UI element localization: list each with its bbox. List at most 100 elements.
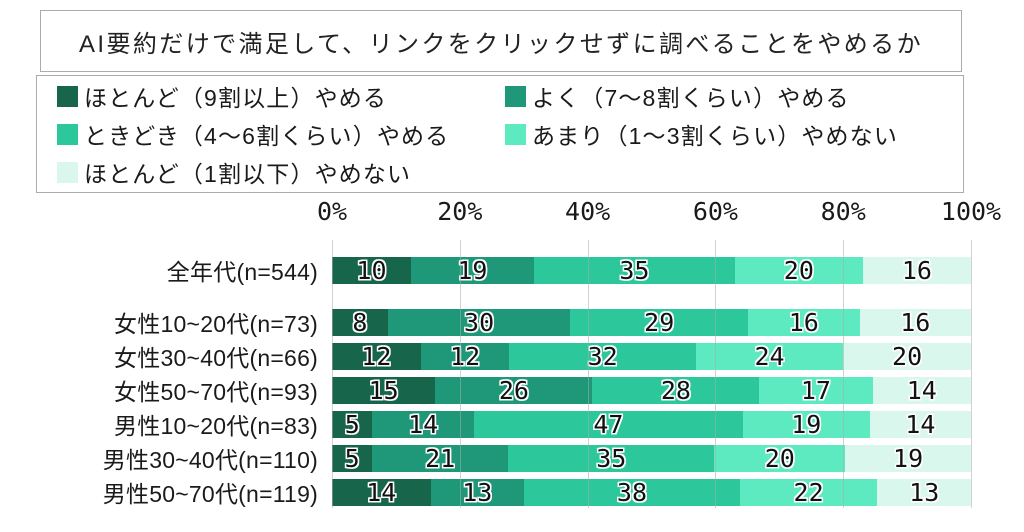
bar-segment: 5 <box>332 443 373 473</box>
spacer-row <box>0 287 1024 305</box>
bar-segment: 28 <box>592 375 760 405</box>
bar-segment: 12 <box>420 342 510 370</box>
stacked-bar: 5 21 35 20 19 <box>332 443 971 473</box>
legend-label: ときどき（4～6割くらい）やめる <box>84 123 450 149</box>
legend-item: あまり（1～3割くらい）やめない <box>505 116 963 152</box>
bar-value-label: 14 <box>408 409 439 439</box>
bar-segment: 12 <box>332 341 421 371</box>
bar-segment: 16 <box>748 307 860 337</box>
bar-segment: 5 <box>332 409 373 439</box>
category-label: 女性10~20代(n=73) <box>114 311 318 337</box>
bar-value-label: 14 <box>905 409 936 439</box>
bar-segment: 29 <box>570 307 749 337</box>
bar-value-label: 35 <box>619 255 650 285</box>
bar-segment: 13 <box>430 477 525 507</box>
bar-segment: 13 <box>877 478 971 506</box>
legend-item: ときどき（4～6割くらい）やめる <box>57 116 505 152</box>
category-label: 女性50~70代(n=93) <box>114 379 318 405</box>
legend-item: よく（7～8割くらい）やめる <box>505 78 963 114</box>
bar-value-label: 16 <box>901 255 932 285</box>
legend-label: あまり（1～3割くらい）やめない <box>532 123 898 149</box>
stacked-bar: 5 14 47 19 14 <box>332 409 971 439</box>
bar-segment: 15 <box>332 376 436 404</box>
bar-value-label: 35 <box>596 443 627 473</box>
bar-segment: 16 <box>862 255 971 285</box>
legend-label: よく（7～8割くらい）やめる <box>532 85 850 111</box>
bar-segment: 19 <box>845 443 971 473</box>
stacked-bar: 14 13 38 22 13 <box>332 477 971 507</box>
legend-label: ほとんど（1割以下）やめない <box>84 161 412 187</box>
bar-segment: 35 <box>508 443 715 473</box>
bar-segment: 38 <box>524 477 740 507</box>
stacked-bar: 12 12 32 24 20 <box>332 341 971 371</box>
bar-value-label: 5 <box>344 409 360 439</box>
legend-swatch-icon <box>57 123 78 145</box>
chart-row: 男性10~20代(n=83) 5 14 47 19 14 <box>0 407 1024 441</box>
bar-segment: 35 <box>533 255 735 285</box>
bar-value-label: 19 <box>893 443 924 473</box>
bar-segment: 26 <box>435 376 593 404</box>
legend-item: ほとんど（1割以下）やめない <box>57 154 505 190</box>
bar-value-label: 32 <box>587 341 618 371</box>
chart-row: 男性30~40代(n=110) 5 21 35 20 19 <box>0 441 1024 475</box>
bar-value-label: 12 <box>361 341 392 371</box>
bar-value-label: 24 <box>754 341 785 371</box>
bar-value-label: 47 <box>593 409 624 439</box>
legend-swatch-icon <box>505 85 526 107</box>
bar-segment: 14 <box>872 376 971 404</box>
legend-swatch-icon <box>57 85 78 107</box>
bar-segment: 47 <box>473 409 743 439</box>
category-label: 全年代(n=544) <box>166 259 318 285</box>
bar-value-label: 16 <box>788 307 819 337</box>
bar-value-label: 20 <box>892 341 923 371</box>
bar-segment: 20 <box>734 256 863 284</box>
bar-value-label: 8 <box>352 307 368 337</box>
bar-segment: 16 <box>859 307 971 337</box>
bar-value-label: 38 <box>616 477 648 507</box>
category-label: 男性50~70代(n=119) <box>102 481 318 507</box>
bar-value-label: 16 <box>900 307 931 337</box>
bar-value-label: 13 <box>462 477 493 507</box>
category-label: 男性30~40代(n=110) <box>102 447 318 473</box>
axis-tick-label: 20% <box>437 197 483 226</box>
x-axis: 0% 20% 40% 60% 80% 100% <box>0 197 1024 229</box>
bar-value-label: 21 <box>425 443 456 473</box>
axis-tick-label: 60% <box>692 197 738 226</box>
chart-title: AI要約だけで満足して、リンクをクリックせずに調べることをやめるか <box>79 30 923 58</box>
chart-row: 男性50~70代(n=119) 14 13 38 22 13 <box>0 475 1024 509</box>
axis-tick-label: 40% <box>565 197 611 226</box>
bar-value-label: 22 <box>793 477 824 507</box>
stacked-bar: 15 26 28 17 14 <box>332 375 971 405</box>
bar-segment: 22 <box>739 477 878 507</box>
chart-row: 女性10~20代(n=73) 8 30 29 16 16 <box>0 305 1024 339</box>
plot-area: 全年代(n=544) 10 19 35 20 16 女性10~20代(n=73) 8 30 29 1… <box>0 253 1024 509</box>
chart-row: 全年代(n=544) 10 19 35 20 16 <box>0 253 1024 287</box>
bar-segment: 14 <box>332 477 431 507</box>
bar-value-label: 19 <box>791 409 822 439</box>
chart-title-box: AI要約だけで満足して、リンクをクリックせずに調べることをやめるか <box>40 10 962 72</box>
category-label: 女性30~40代(n=66) <box>114 345 318 371</box>
bar-value-label: 29 <box>644 307 675 337</box>
axis-tick-label: 80% <box>820 197 866 226</box>
bar-value-label: 30 <box>464 307 495 337</box>
bar-segment: 10 <box>332 255 411 285</box>
bar-segment: 14 <box>372 409 474 439</box>
legend-swatch-icon <box>505 123 526 145</box>
bar-value-label: 20 <box>764 443 795 473</box>
bar-value-label: 10 <box>356 255 387 285</box>
bar-value-label: 28 <box>660 375 691 405</box>
legend-swatch-icon <box>57 161 78 183</box>
axis-tick-label: 100% <box>940 197 1002 226</box>
bar-value-label: 19 <box>457 255 488 285</box>
bar-value-label: 14 <box>366 477 397 507</box>
stacked-bar: 10 19 35 20 16 <box>332 255 971 285</box>
legend-label: ほとんど（9割以上）やめる <box>84 85 388 111</box>
stacked-bar: 8 30 29 16 16 <box>332 307 971 337</box>
bar-segment: 21 <box>372 443 509 473</box>
bar-segment: 30 <box>387 307 571 337</box>
bar-value-label: 5 <box>344 443 360 473</box>
axis-tick-label: 0% <box>316 197 348 226</box>
chart-row: 女性50~70代(n=93) 15 26 28 17 14 <box>0 373 1024 407</box>
bar-value-label: 17 <box>800 375 831 405</box>
chart-row: 女性30~40代(n=66) 12 12 32 24 20 <box>0 339 1024 373</box>
